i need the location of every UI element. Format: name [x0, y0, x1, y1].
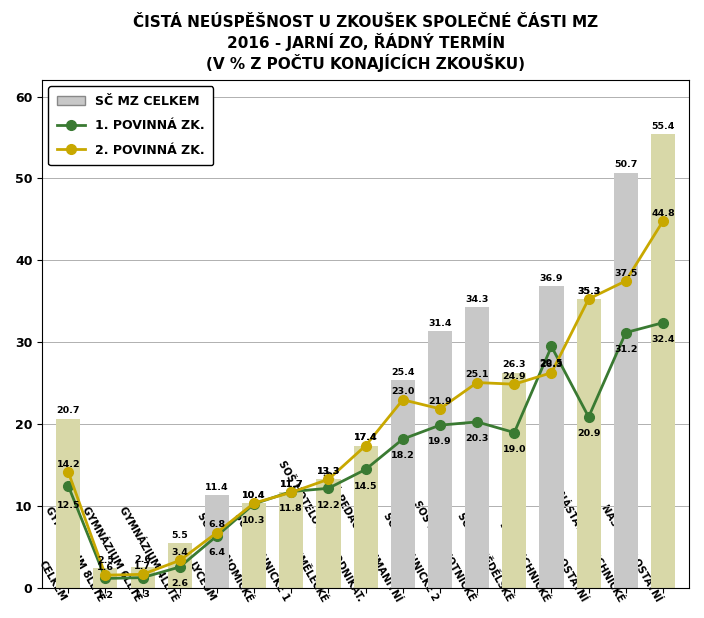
Text: 31.4: 31.4 — [428, 319, 452, 328]
Bar — [353, 446, 377, 588]
Text: 35.3: 35.3 — [577, 287, 601, 295]
Text: 10.4: 10.4 — [242, 491, 266, 500]
Text: 55.4: 55.4 — [651, 122, 674, 131]
Text: 13.3: 13.3 — [317, 467, 340, 476]
Legend: SČ MZ CELKEM, 1. POVINNÁ ZK., 2. POVINNÁ ZK.: SČ MZ CELKEM, 1. POVINNÁ ZK., 2. POVINNÁ… — [49, 87, 213, 166]
Text: 3.4: 3.4 — [171, 548, 188, 557]
Text: 23.0: 23.0 — [391, 387, 415, 397]
Text: 1.6: 1.6 — [97, 563, 114, 572]
Bar — [316, 480, 341, 588]
Text: 21.9: 21.9 — [428, 397, 452, 405]
Text: 19.9: 19.9 — [428, 438, 452, 446]
Text: 37.5: 37.5 — [614, 269, 638, 277]
Text: 12.2: 12.2 — [317, 501, 340, 510]
Text: 17.4: 17.4 — [354, 433, 377, 442]
Text: 18.2: 18.2 — [391, 451, 415, 460]
Text: 20.9: 20.9 — [577, 430, 601, 438]
Text: 31.2: 31.2 — [614, 345, 638, 354]
Text: 1.2: 1.2 — [97, 591, 114, 599]
Bar — [205, 495, 229, 588]
Text: 11.7: 11.7 — [279, 480, 303, 489]
Bar — [465, 307, 489, 588]
Text: 29.5: 29.5 — [540, 359, 563, 368]
Text: 26.3: 26.3 — [540, 360, 563, 370]
Text: 11.4: 11.4 — [205, 483, 229, 491]
Text: 12.5: 12.5 — [56, 501, 80, 510]
Text: 6.4: 6.4 — [208, 548, 225, 557]
Title: ČISTÁ NEÚSPĚŠNOST U ZKOUŠEK SPOLEČNÉ ČÁSTI MZ
2016 - JARNÍ ZO, ŘÁDNÝ TERMÍN
(V %: ČISTÁ NEÚSPĚŠNOST U ZKOUŠEK SPOLEČNÉ ČÁS… — [133, 15, 598, 72]
Bar — [502, 373, 527, 588]
Bar — [391, 380, 415, 588]
Bar — [168, 543, 191, 588]
Text: 32.4: 32.4 — [651, 335, 674, 344]
Text: 25.1: 25.1 — [465, 370, 489, 379]
Text: 26.3: 26.3 — [503, 360, 526, 370]
Bar — [279, 493, 303, 588]
Text: 1.3: 1.3 — [134, 590, 151, 599]
Bar — [614, 172, 638, 588]
Bar — [577, 299, 601, 588]
Bar — [94, 568, 118, 588]
Bar — [56, 418, 80, 588]
Text: 13.3: 13.3 — [317, 467, 340, 476]
Text: 20.3: 20.3 — [465, 434, 489, 443]
Text: 11.7: 11.7 — [279, 480, 303, 489]
Text: 10.3: 10.3 — [242, 516, 266, 525]
Text: 25.4: 25.4 — [391, 368, 415, 377]
Text: 35.3: 35.3 — [577, 287, 601, 295]
Bar — [651, 134, 675, 588]
Text: 2.6: 2.6 — [134, 555, 151, 564]
Text: 34.3: 34.3 — [465, 295, 489, 304]
Text: 20.7: 20.7 — [56, 407, 80, 415]
Text: 19.0: 19.0 — [503, 445, 526, 454]
Bar — [130, 567, 155, 588]
Text: 1.7: 1.7 — [134, 562, 151, 571]
Text: 14.2: 14.2 — [56, 460, 80, 468]
Text: 2.6: 2.6 — [171, 579, 188, 588]
Text: 2.5: 2.5 — [97, 556, 114, 564]
Text: 14.5: 14.5 — [354, 481, 377, 491]
Text: 17.4: 17.4 — [354, 433, 377, 442]
Bar — [242, 503, 266, 588]
Text: 44.8: 44.8 — [651, 209, 675, 218]
Text: 24.9: 24.9 — [503, 372, 526, 381]
Bar — [539, 286, 563, 588]
Text: 6.8: 6.8 — [208, 520, 225, 529]
Text: 10.4: 10.4 — [242, 491, 266, 500]
Text: 5.5: 5.5 — [171, 531, 188, 540]
Text: 11.8: 11.8 — [279, 504, 303, 513]
Bar — [428, 331, 452, 588]
Text: 50.7: 50.7 — [614, 161, 638, 169]
Text: 36.9: 36.9 — [540, 274, 563, 282]
